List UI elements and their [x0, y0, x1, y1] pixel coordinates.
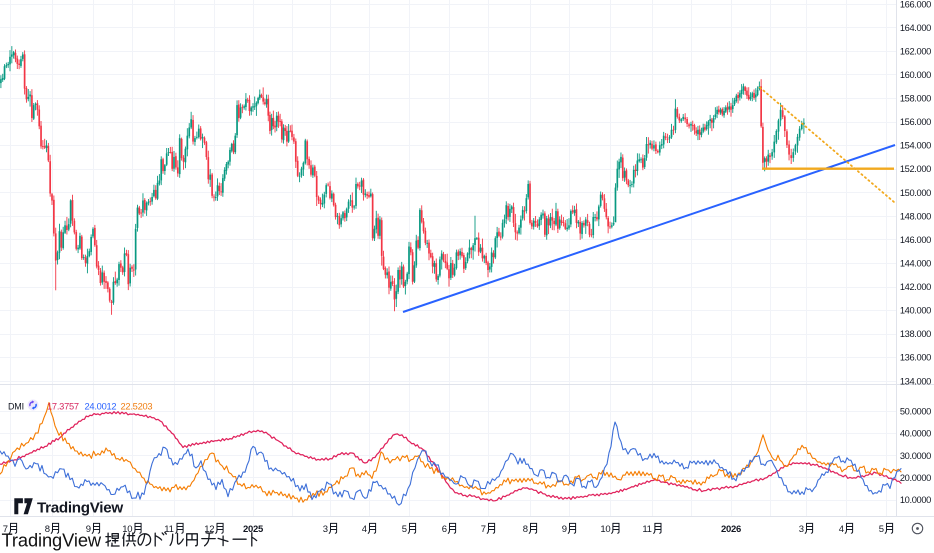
- svg-text:138.000: 138.000: [900, 329, 931, 339]
- svg-text:9: 9: [86, 524, 91, 535]
- svg-text:150.000: 150.000: [900, 188, 931, 198]
- svg-text:TradingView: TradingView: [37, 499, 123, 516]
- svg-text:146.000: 146.000: [900, 235, 931, 245]
- svg-text:17.3757: 17.3757: [47, 402, 79, 412]
- svg-text:10.0000: 10.0000: [900, 495, 931, 505]
- svg-text:2025: 2025: [243, 524, 264, 535]
- svg-text:144.000: 144.000: [900, 259, 931, 269]
- svg-text:158.000: 158.000: [900, 94, 931, 104]
- svg-text:140.000: 140.000: [900, 306, 931, 316]
- svg-text:8: 8: [45, 524, 50, 535]
- svg-text:134.000: 134.000: [900, 376, 931, 386]
- svg-text:9: 9: [562, 524, 567, 535]
- svg-text:24.0012: 24.0012: [85, 402, 117, 412]
- svg-text:7: 7: [3, 524, 8, 535]
- svg-text:10: 10: [122, 524, 132, 535]
- svg-text:142.000: 142.000: [900, 282, 931, 292]
- svg-text:TradingView: TradingView: [2, 530, 102, 551]
- svg-text:5: 5: [879, 524, 884, 535]
- svg-text:2026: 2026: [721, 524, 741, 535]
- svg-text:3: 3: [799, 524, 804, 535]
- svg-text:148.000: 148.000: [900, 211, 931, 221]
- svg-text:154.000: 154.000: [900, 141, 931, 151]
- svg-text:3: 3: [323, 524, 328, 535]
- svg-text:10: 10: [600, 524, 610, 535]
- svg-text:152.000: 152.000: [900, 164, 931, 174]
- svg-text:40.0000: 40.0000: [900, 429, 931, 439]
- svg-text:4: 4: [362, 524, 367, 535]
- svg-text:11: 11: [164, 524, 173, 535]
- svg-text:20.0000: 20.0000: [900, 473, 931, 483]
- svg-text:7: 7: [481, 524, 486, 535]
- svg-text:DMI: DMI: [8, 402, 24, 412]
- svg-text:4: 4: [839, 524, 844, 535]
- svg-text:6: 6: [442, 524, 447, 535]
- svg-text:136.000: 136.000: [900, 353, 931, 363]
- svg-text:160.000: 160.000: [900, 70, 931, 80]
- svg-text:164.000: 164.000: [900, 23, 931, 33]
- svg-text:162.000: 162.000: [900, 46, 931, 56]
- svg-text:5: 5: [402, 524, 407, 535]
- svg-text:156.000: 156.000: [900, 117, 931, 127]
- svg-text:50.0000: 50.0000: [900, 406, 931, 416]
- svg-text:12: 12: [204, 524, 214, 535]
- svg-text:22.5203: 22.5203: [121, 402, 153, 412]
- svg-text:8: 8: [523, 524, 528, 535]
- svg-text:30.0000: 30.0000: [900, 451, 931, 461]
- svg-text:166.000: 166.000: [900, 0, 931, 10]
- svg-text:11: 11: [642, 524, 651, 535]
